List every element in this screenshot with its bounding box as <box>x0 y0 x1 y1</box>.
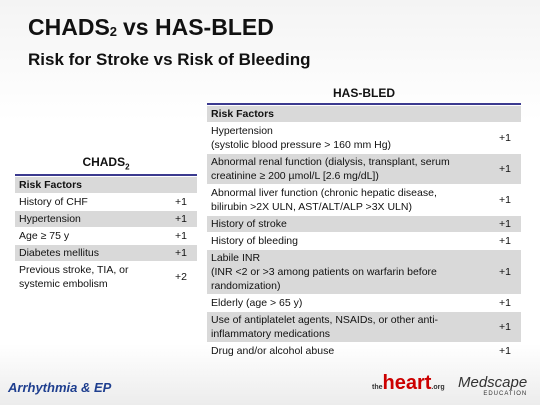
risk-factor: Age ≥ 75 y <box>19 229 69 243</box>
column-header: Risk Factors <box>211 108 275 120</box>
logo-text: Medscape <box>458 374 528 391</box>
table-heading: CHADS2 <box>15 155 197 177</box>
risk-factor: Elderly (age > 65 y) <box>211 296 302 310</box>
risk-factor-line: Elderly (age > 65 y) <box>211 297 303 309</box>
points: +1 <box>175 213 187 226</box>
column-header-row: Risk Factors <box>15 177 197 194</box>
table-row: History of bleeding +1 <box>207 233 521 249</box>
points: +1 <box>499 218 511 230</box>
risk-factor: History of stroke <box>211 217 287 231</box>
table-heading: HAS-BLED <box>207 86 521 105</box>
risk-factor: Labile INR (INR <2 or >3 among patients o… <box>211 251 437 293</box>
logo: Arrhythmia & EP <box>8 380 112 395</box>
risk-factor: Hypertension (systolic blood pressure > 1… <box>211 124 391 152</box>
risk-factor-line: History of bleeding <box>211 235 298 247</box>
heading-sub: 2 <box>125 162 130 172</box>
table-row: Elderly (age > 65 y) +1 <box>207 295 521 311</box>
risk-factor-line: Use of antiplatelet agents, NSAIDs, or o… <box>211 314 439 326</box>
risk-factor-line: Hypertension <box>211 125 273 137</box>
table-row: Hypertension +1 <box>15 211 197 228</box>
risk-factor-line: Drug and/or alcohol abuse <box>211 345 335 357</box>
risk-factor-line: History of stroke <box>211 218 287 230</box>
risk-factor-line: Previous stroke, TIA, or <box>19 264 129 277</box>
risk-factor-line: History of CHF <box>19 196 88 209</box>
title: CHADS2 vs HAS-BLED <box>28 14 274 41</box>
points: +1 <box>499 297 511 309</box>
points: +1 <box>499 235 511 247</box>
logo: theheart.org <box>372 372 445 395</box>
table-row: History of stroke +1 <box>207 216 521 232</box>
risk-factor: Drug and/or alcohol abuse <box>211 344 334 358</box>
table-row: Use of antiplatelet agents, NSAIDs, or o… <box>207 312 521 342</box>
table-row: Drug and/or alcohol abuse +1 <box>207 343 521 359</box>
title-rest: vs HAS-BLED <box>123 14 274 40</box>
risk-factor: Abnormal renal function (dialysis, trans… <box>211 155 450 183</box>
logo-suffix: .org <box>431 384 445 391</box>
risk-factor-line: Hypertension <box>19 213 81 226</box>
points: +1 <box>499 132 511 144</box>
points: +1 <box>499 321 511 333</box>
risk-factor: Diabetes mellitus <box>19 246 99 260</box>
points: +1 <box>499 163 511 175</box>
points: +1 <box>499 194 511 206</box>
risk-factor: Previous stroke, TIA, or systemic embolis… <box>19 263 129 291</box>
risk-factor-line: creatinine ≥ 200 µmol/L [2.6 mg/dL]) <box>211 170 379 182</box>
table-row: Age ≥ 75 y +1 <box>15 228 197 244</box>
table-row: Labile INR (INR <2 or >3 among patients o… <box>207 250 521 294</box>
heading-main: CHADS <box>82 155 126 169</box>
points: +1 <box>499 345 511 357</box>
subtitle: Risk for Stroke vs Risk of Bleeding <box>28 50 311 69</box>
logo: Medscape EDUCATION <box>458 374 527 397</box>
column-header: Risk Factors <box>19 179 83 192</box>
table-row: Abnormal liver function (chronic hepatic… <box>207 185 521 215</box>
points: +1 <box>175 247 187 260</box>
table-row: Diabetes mellitus +1 <box>15 245 197 262</box>
logo-prefix: the <box>372 384 383 391</box>
hasbled-table: HAS-BLED Risk Factors Hypertension (systol… <box>207 86 521 359</box>
table-row: Previous stroke, TIA, or systemic embolis… <box>15 262 197 292</box>
risk-factor-line: Abnormal liver function (chronic hepatic… <box>211 187 437 199</box>
logo-sub: EDUCATION <box>483 391 528 397</box>
table-row: History of CHF +1 <box>15 194 197 210</box>
risk-factor-line: (INR <2 or >3 among patients on warfarin… <box>211 266 437 278</box>
risk-factor: Hypertension <box>19 212 81 226</box>
risk-factor: Abnormal liver function (chronic hepatic… <box>211 186 437 214</box>
risk-factor-line: systemic embolism <box>19 278 108 291</box>
risk-factor: History of CHF <box>19 195 88 209</box>
points: +2 <box>175 271 187 284</box>
points: +1 <box>499 266 511 278</box>
table-row: Hypertension (systolic blood pressure > 1… <box>207 123 521 153</box>
points: +1 <box>175 230 187 243</box>
risk-factor-line: (systolic blood pressure > 160 mm Hg) <box>211 139 392 151</box>
column-header-row: Risk Factors <box>207 106 521 122</box>
risk-factor: History of bleeding <box>211 234 298 248</box>
logo-text: heart <box>382 372 432 394</box>
risk-factor-line: Diabetes mellitus <box>19 247 99 260</box>
points: +1 <box>175 196 187 209</box>
risk-factor-line: Labile INR <box>211 252 261 264</box>
title-main: CHADS <box>28 14 110 40</box>
title-sub: 2 <box>109 24 118 39</box>
risk-factor-line: Abnormal renal function (dialysis, trans… <box>211 156 450 168</box>
risk-factor-line: inflammatory medications <box>211 328 331 340</box>
table-row: Abnormal renal function (dialysis, trans… <box>207 154 521 184</box>
risk-factor-line: randomization) <box>211 280 281 292</box>
chads2-table: CHADS2 Risk Factors History of CHF +1 Hyper… <box>15 155 197 292</box>
risk-factor: Use of antiplatelet agents, NSAIDs, or o… <box>211 313 438 341</box>
risk-factor-line: bilirubin >2X ULN, AST/ALT/ALP >3X ULN) <box>211 201 412 213</box>
risk-factor-line: Age ≥ 75 y <box>19 230 70 243</box>
